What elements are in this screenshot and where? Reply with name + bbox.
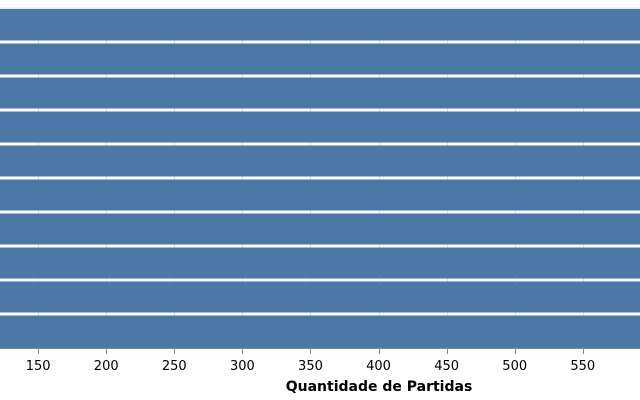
bars	[0, 9, 640, 348]
bar	[0, 9, 640, 41]
bar	[0, 315, 640, 348]
x-tick-label: 300	[230, 359, 255, 374]
x-axis-title: Quantidade de Partidas	[286, 379, 473, 395]
bar	[0, 145, 640, 177]
x-tick-label: 400	[366, 359, 391, 374]
x-tick-label: 250	[162, 359, 187, 374]
bar	[0, 213, 640, 245]
bar	[0, 281, 640, 313]
x-tick-label: 500	[502, 359, 527, 374]
x-tick-label: 200	[94, 359, 119, 374]
bar	[0, 179, 640, 211]
bar	[0, 111, 640, 143]
x-axis: 150 200 250 300 350 400 450 500 550	[0, 348, 640, 374]
x-tick-label: 450	[434, 359, 459, 374]
x-tick-label: 150	[26, 359, 51, 374]
x-tick-label: 550	[570, 359, 595, 374]
bar	[0, 43, 640, 75]
bar	[0, 77, 640, 109]
x-tick-label: 350	[298, 359, 323, 374]
bar	[0, 247, 640, 279]
